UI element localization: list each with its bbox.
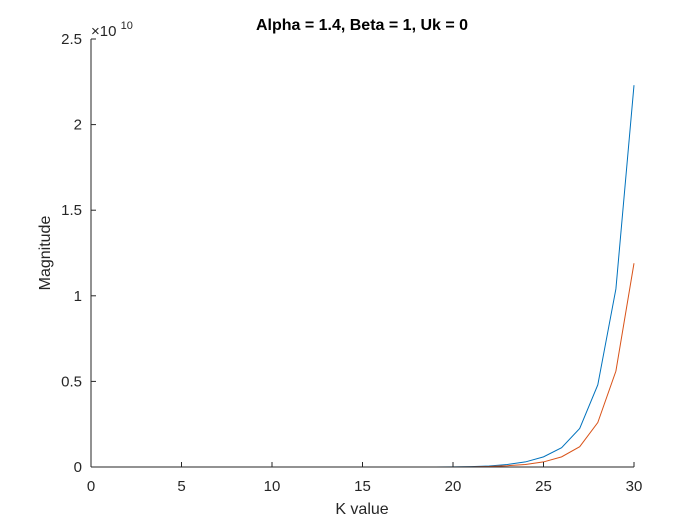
- y-multiplier-base: ×10: [91, 23, 116, 40]
- plot-area: [91, 39, 634, 467]
- y-multiplier: ×10 10: [91, 20, 133, 40]
- y-tick-label: 2.5: [61, 31, 82, 48]
- y-axis-label: Magnitude: [37, 216, 54, 291]
- y-tick-label: 1.5: [61, 202, 82, 219]
- y-tick-label: 2: [74, 117, 82, 134]
- x-tick-label: 25: [535, 478, 552, 495]
- x-axis-label: K value: [335, 501, 388, 518]
- y-tick-label: 1: [74, 288, 82, 305]
- x-ticks: 0 5 10 15 20 25 30: [87, 462, 643, 495]
- y-multiplier-exponent: 10: [121, 20, 133, 32]
- x-tick-label: 15: [354, 478, 371, 495]
- x-tick-label: 0: [87, 478, 95, 495]
- x-tick-label: 30: [626, 478, 643, 495]
- x-tick-label: 5: [177, 478, 185, 495]
- x-tick-label: 10: [264, 478, 281, 495]
- x-tick-label: 20: [445, 478, 462, 495]
- y-tick-label: 0.5: [61, 373, 82, 390]
- chart-title: Alpha = 1.4, Beta = 1, Uk = 0: [256, 17, 468, 34]
- y-ticks: 0 0.5 1 1.5 2 2.5: [61, 31, 96, 476]
- y-tick-label: 0: [74, 459, 82, 476]
